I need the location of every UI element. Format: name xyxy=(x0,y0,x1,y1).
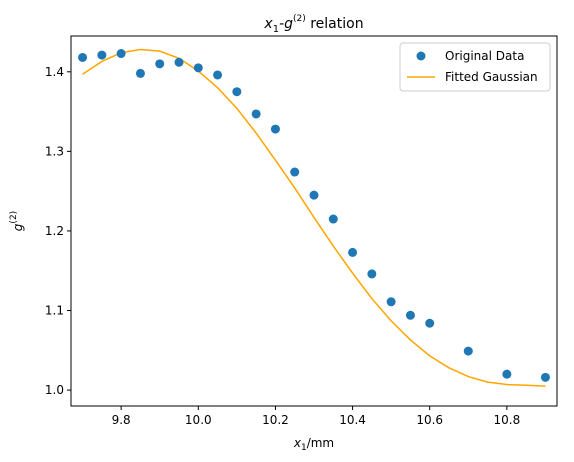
data-point xyxy=(97,50,107,60)
x-tick-label: 10.4 xyxy=(339,413,366,427)
y-tick-label: 1.0 xyxy=(45,383,64,397)
y-axis-label: g(2) xyxy=(9,211,25,231)
x-tick-label: 9.8 xyxy=(112,413,131,427)
data-point xyxy=(290,167,300,177)
x-tick-label: 10.2 xyxy=(262,413,289,427)
data-point xyxy=(328,214,338,224)
fitted-gaussian-line xyxy=(82,48,546,387)
data-point xyxy=(213,70,223,80)
x-tick-label: 10.6 xyxy=(416,413,443,427)
data-point xyxy=(540,372,550,382)
data-point xyxy=(174,57,184,67)
data-point xyxy=(232,87,242,97)
y-tick-label: 1.4 xyxy=(45,65,64,79)
data-point xyxy=(116,49,126,59)
data-point xyxy=(348,247,358,257)
data-point xyxy=(386,297,396,307)
plot-frame xyxy=(70,35,558,407)
legend-box xyxy=(399,42,551,92)
legend-label-original-data: Original Data xyxy=(445,49,524,63)
data-point xyxy=(367,269,377,279)
data-point xyxy=(193,63,203,73)
data-point xyxy=(251,109,261,119)
data-point xyxy=(463,346,473,356)
x-tick-label: 10.8 xyxy=(493,413,520,427)
data-point xyxy=(405,310,415,320)
x-axis-label: x1/mm xyxy=(293,436,334,453)
legend-marker-original-data xyxy=(416,51,426,61)
legend-label-fitted-gaussian: Fitted Gaussian xyxy=(445,70,538,84)
y-tick-label: 1.2 xyxy=(45,224,64,238)
chart-title: x1-g(2) relation xyxy=(263,14,363,35)
data-point xyxy=(155,59,165,69)
data-point xyxy=(425,318,435,328)
data-point xyxy=(309,190,319,200)
data-point xyxy=(270,124,280,134)
data-point xyxy=(78,52,88,62)
y-tick-label: 1.1 xyxy=(45,304,64,318)
legend: Original Data Fitted Gaussian xyxy=(399,42,551,92)
data-point xyxy=(135,68,145,78)
plot-area xyxy=(71,36,557,406)
data-point xyxy=(502,369,512,379)
x-tick-label: 10.0 xyxy=(185,413,212,427)
y-tick-label: 1.3 xyxy=(45,144,64,158)
